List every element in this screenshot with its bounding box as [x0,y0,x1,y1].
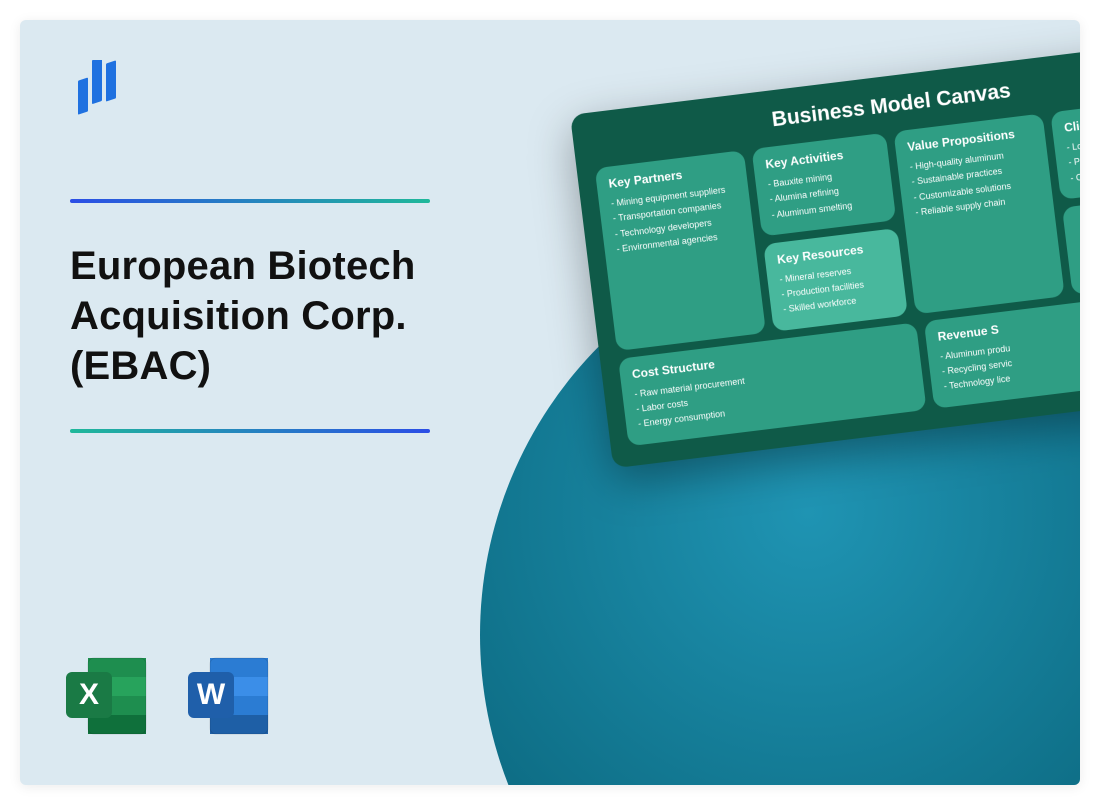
svg-text:X: X [79,678,99,711]
card: European Biotech Acquisition Corp. (EBAC… [20,20,1080,785]
box-key-resources: Key ResourcesMineral reservesProduction … [763,228,908,332]
canvas-card: Business Model Canvas Key PartnersMining… [570,37,1080,468]
box-client-relationships: ClieLong-PersoCust [1050,96,1080,200]
left-column: European Biotech Acquisition Corp. (EBAC… [70,60,530,433]
divider-top [70,199,430,203]
excel-icon[interactable]: X [60,652,152,745]
divider-bottom [70,429,430,433]
business-model-canvas: Business Model Canvas Key PartnersMining… [570,37,1080,468]
page-title: European Biotech Acquisition Corp. (EBAC… [70,241,530,391]
box-key-activities: Key ActivitiesBauxite miningAlumina refi… [752,133,897,237]
box-spacer [1062,191,1080,295]
page-root: European Biotech Acquisition Corp. (EBAC… [0,0,1100,805]
box-key-partners: Key PartnersMining equipment suppliersTr… [595,150,766,351]
logo-mark [74,60,530,129]
col-activities-resources: Key ActivitiesBauxite miningAlumina refi… [752,133,908,332]
word-icon[interactable]: W [182,652,274,745]
app-icons-row: X W [60,652,274,745]
box-value-propositions: Value PropositionsHigh-quality aluminumS… [893,113,1064,314]
svg-text:W: W [197,678,226,711]
